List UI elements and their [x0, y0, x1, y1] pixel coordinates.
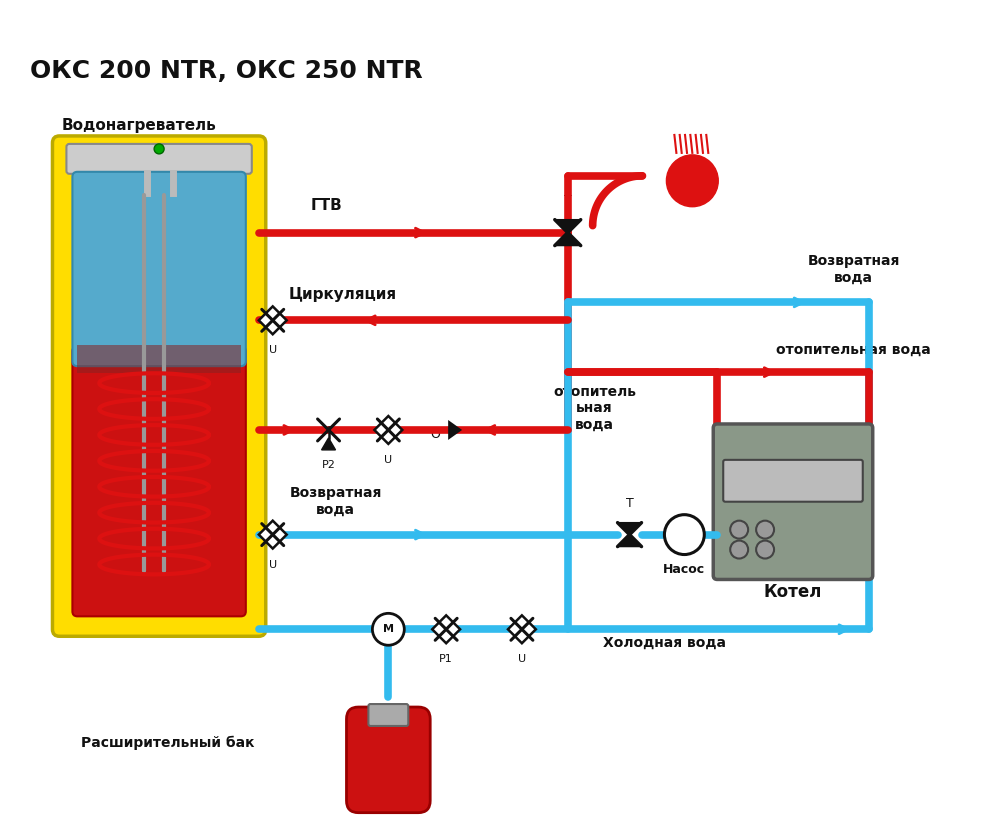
Polygon shape — [555, 234, 581, 245]
Text: Возвратная
вода: Возвратная вода — [808, 254, 900, 284]
Circle shape — [666, 155, 718, 207]
FancyBboxPatch shape — [723, 460, 863, 502]
FancyBboxPatch shape — [52, 136, 266, 636]
Polygon shape — [322, 438, 336, 450]
Bar — [78, 345, 241, 373]
Circle shape — [730, 540, 748, 559]
Polygon shape — [508, 615, 536, 643]
Text: U: U — [518, 654, 526, 664]
Polygon shape — [432, 615, 461, 643]
Text: Циркуляция: Циркуляция — [288, 288, 397, 303]
Text: T: T — [626, 497, 634, 510]
Text: U: U — [269, 345, 277, 355]
Text: T: T — [564, 193, 572, 207]
Circle shape — [664, 515, 705, 555]
Text: Холодная вода: Холодная вода — [603, 636, 726, 651]
Text: Котел: Котел — [764, 584, 823, 601]
FancyBboxPatch shape — [67, 144, 252, 173]
Polygon shape — [618, 523, 642, 533]
Circle shape — [756, 520, 774, 539]
Text: ГТВ: ГТВ — [311, 198, 342, 213]
Circle shape — [372, 613, 404, 646]
Circle shape — [154, 144, 164, 154]
Text: ОКС 200 NTR, ОКС 250 NTR: ОКС 200 NTR, ОКС 250 NTR — [30, 59, 422, 83]
Polygon shape — [259, 520, 286, 549]
Text: Расширительный бак: Расширительный бак — [82, 736, 255, 750]
Text: Водонагреватель: Водонагреватель — [61, 118, 216, 133]
Polygon shape — [448, 420, 462, 440]
Polygon shape — [618, 536, 642, 546]
FancyBboxPatch shape — [368, 704, 408, 726]
FancyBboxPatch shape — [713, 424, 873, 580]
FancyBboxPatch shape — [346, 707, 430, 812]
FancyBboxPatch shape — [73, 346, 246, 616]
Text: P2: P2 — [322, 460, 336, 470]
Text: Насос: Насос — [663, 562, 706, 575]
Text: M: M — [383, 625, 394, 635]
Text: отопительная вода: отопительная вода — [776, 344, 931, 357]
Text: U: U — [385, 455, 393, 465]
Polygon shape — [555, 219, 581, 231]
Polygon shape — [374, 416, 402, 444]
Circle shape — [730, 520, 748, 539]
Polygon shape — [259, 306, 286, 334]
Text: Возвратная
вода: Возвратная вода — [289, 486, 382, 517]
Circle shape — [756, 540, 774, 559]
Text: P1: P1 — [439, 654, 453, 664]
FancyBboxPatch shape — [73, 172, 246, 366]
Text: O: O — [430, 429, 440, 441]
Text: отопитель
ьная
вода: отопитель ьная вода — [553, 385, 637, 431]
Text: V: V — [386, 709, 395, 722]
Text: U: U — [269, 560, 277, 570]
